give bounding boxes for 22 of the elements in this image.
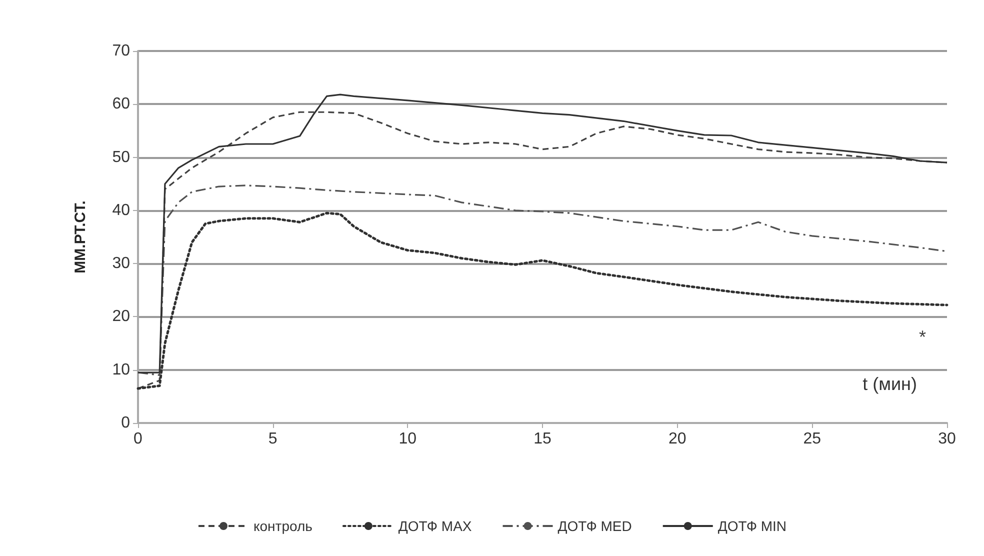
- legend-label: ДОТФ MAX: [398, 518, 472, 534]
- x-tick-label: 15: [534, 430, 552, 448]
- y-tick-label: 60: [112, 96, 130, 113]
- y-tick-label: 40: [112, 202, 130, 219]
- annotation: *: [918, 327, 926, 347]
- x-tick-label: 5: [268, 430, 278, 448]
- legend-label: контроль: [253, 518, 312, 534]
- y-axis-title: ММ.РТ.СТ.: [72, 200, 89, 274]
- x-tick-label: 10: [398, 430, 417, 448]
- legend-label: ДОТФ MED: [558, 518, 632, 534]
- y-tick-label: 20: [112, 308, 130, 326]
- x-tick-label: 25: [803, 430, 822, 448]
- y-tick-label: 0: [121, 414, 130, 432]
- x-tick-label: 20: [668, 430, 686, 448]
- y-tick-label: 50: [112, 148, 130, 166]
- y-tick-label: 70: [112, 42, 130, 60]
- x-tick-label: 30: [938, 430, 956, 448]
- y-tick-label: 10: [112, 361, 130, 378]
- legend-label: ДОТФ MIN: [718, 518, 787, 534]
- x-tick-label: 0: [134, 430, 143, 448]
- x-axis-title: t (мин): [862, 374, 917, 394]
- y-tick-label: 30: [112, 255, 130, 272]
